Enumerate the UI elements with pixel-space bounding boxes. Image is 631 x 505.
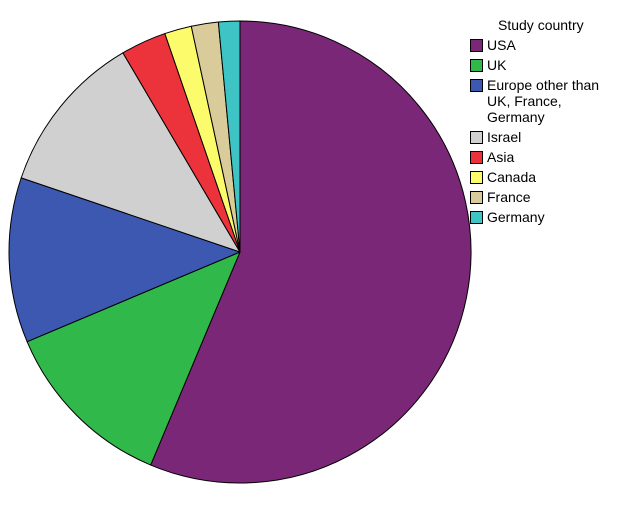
- legend-swatch-uk: [470, 59, 483, 72]
- legend-item-europe-other-than: Europe other than UK, France, Germany: [470, 77, 630, 125]
- legend-item-usa: USA: [470, 37, 630, 53]
- legend-label-uk: UK: [487, 57, 507, 73]
- pie-slice-europe-other-than: [8, 177, 241, 343]
- legend-swatch-usa: [470, 39, 483, 52]
- legend-swatch-germany: [470, 211, 483, 224]
- legend-item-asia: Asia: [470, 149, 630, 165]
- legend-label-canada: Canada: [487, 169, 537, 185]
- chart-legend: Study country USA UK Europe other than UK,…: [470, 17, 630, 229]
- legend-swatch-france: [470, 191, 483, 204]
- legend-item-canada: Canada: [470, 169, 630, 185]
- legend-title: Study country: [498, 17, 584, 33]
- legend-item-israel: Israel: [470, 129, 630, 145]
- legend-item-uk: UK: [470, 57, 630, 73]
- legend-label-israel: Israel: [487, 129, 522, 145]
- pie-slice-israel: [20, 52, 241, 253]
- legend-label-germany: Germany: [487, 209, 545, 225]
- legend-label-france: France: [487, 189, 531, 205]
- legend-swatch-israel: [470, 131, 483, 144]
- pie-slice-germany: [217, 20, 241, 253]
- legend-label-usa: USA: [487, 37, 516, 53]
- legend-label-asia: Asia: [487, 149, 515, 165]
- legend-swatch-europe-other-than: [470, 79, 483, 92]
- legend-item-germany: Germany: [470, 209, 630, 225]
- legend-swatch-canada: [470, 171, 483, 184]
- legend-item-france: France: [470, 189, 630, 205]
- legend-swatch-asia: [470, 151, 483, 164]
- pie-slice-usa: [150, 20, 472, 484]
- pie-slice-uk: [26, 251, 241, 466]
- legend-label-europe-other-than: Europe other than UK, France, Germany: [487, 77, 600, 125]
